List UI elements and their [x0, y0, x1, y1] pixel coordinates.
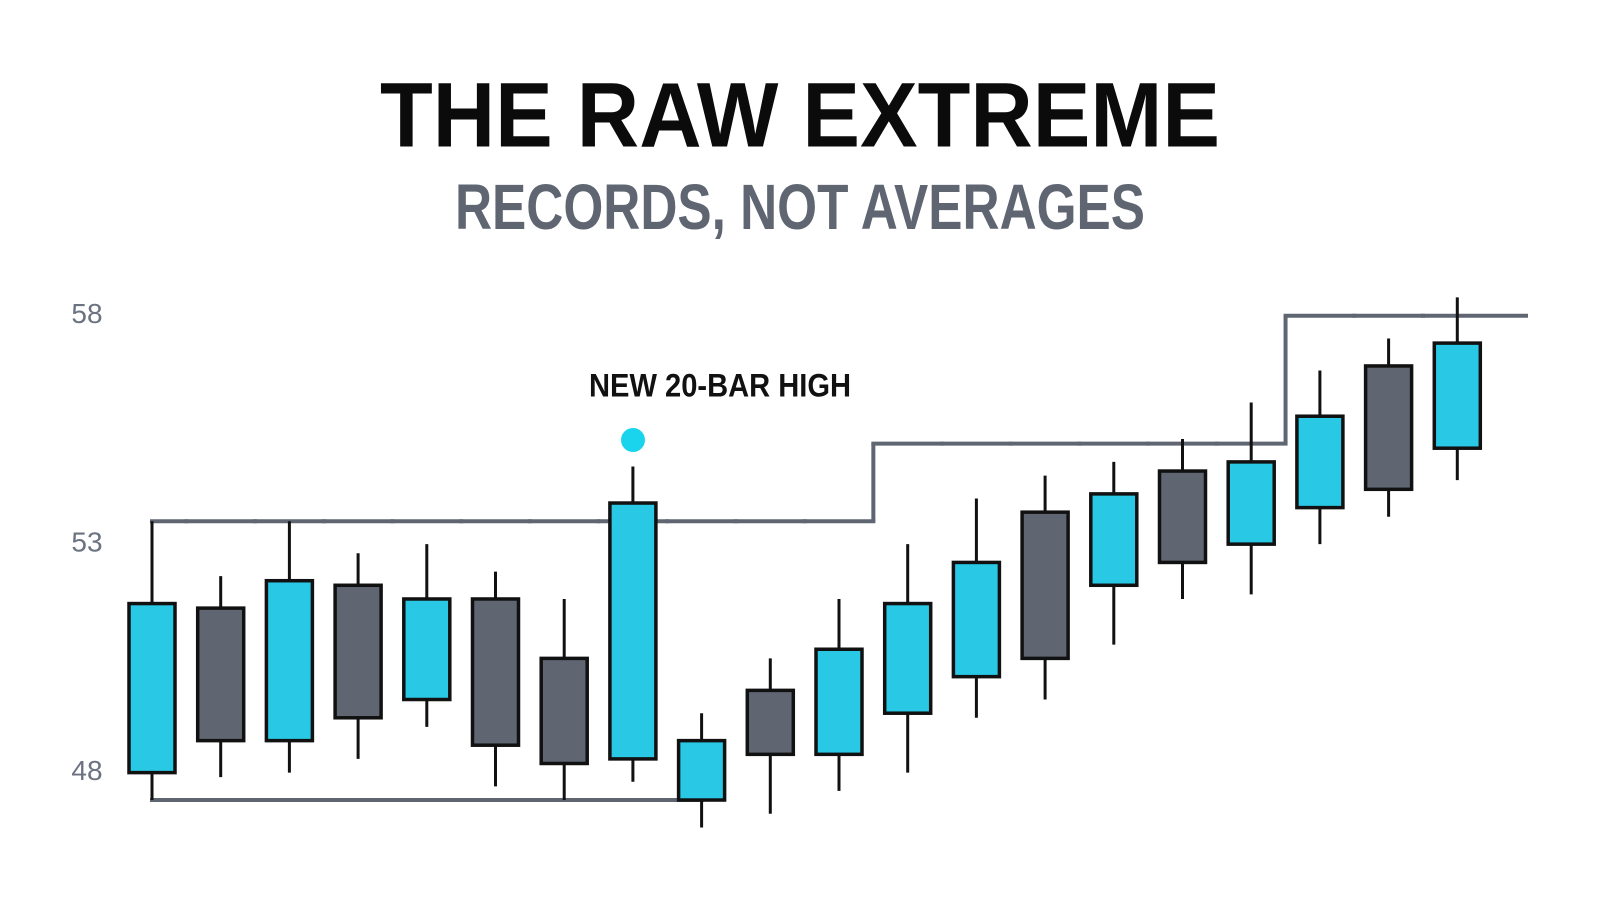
candle-body — [333, 583, 383, 720]
candle-body — [470, 597, 521, 747]
candle-body — [951, 560, 1002, 679]
candle-body — [402, 597, 452, 702]
annotation: NEW 20-BAR HIGH — [589, 367, 851, 403]
chart-subtitle: RECORDS, NOT AVERAGES — [455, 171, 1145, 243]
candle-body — [608, 501, 658, 761]
candle-body — [127, 601, 177, 775]
candle-body — [1089, 492, 1139, 588]
y-tick-label: 58 — [71, 298, 102, 329]
candle-body — [745, 688, 796, 757]
candle-body — [1157, 469, 1208, 565]
candle-body — [882, 601, 933, 715]
candle-body — [814, 647, 864, 757]
candle-body — [1432, 341, 1483, 450]
annotation-dot — [621, 428, 645, 452]
y-tick-label: 48 — [71, 755, 102, 786]
chart-title: THE RAW EXTREME — [380, 64, 1220, 166]
candle-body — [539, 656, 589, 766]
candle-body — [1226, 460, 1276, 546]
candle-body — [264, 578, 315, 743]
y-tick-label: 53 — [71, 527, 102, 558]
candle-body — [1020, 510, 1070, 661]
candle-body — [676, 738, 727, 802]
candle-body — [1363, 364, 1414, 492]
candle-body — [195, 606, 246, 743]
candle-body — [1295, 414, 1345, 510]
